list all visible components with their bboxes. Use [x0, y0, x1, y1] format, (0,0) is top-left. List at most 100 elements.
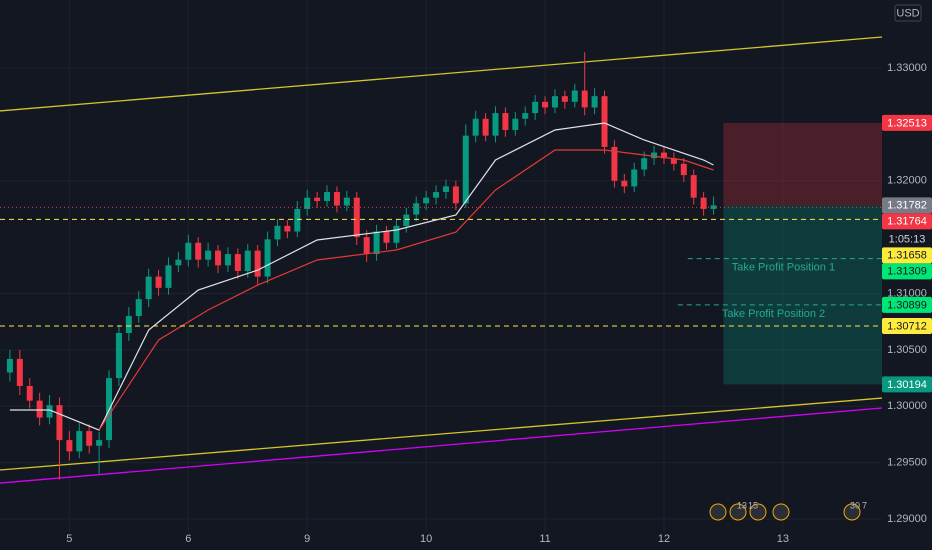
- candle-body: [165, 265, 172, 288]
- candle-body: [680, 163, 687, 176]
- candle-body: [561, 96, 568, 102]
- event-icon[interactable]: [843, 503, 861, 521]
- price-label-box: [882, 197, 932, 214]
- price-label: 1.30899: [887, 299, 927, 311]
- price-label-box: [882, 376, 932, 393]
- candle-body: [581, 90, 588, 108]
- moving-average: [98, 149, 714, 431]
- candle-body: [482, 118, 489, 136]
- candle-body: [571, 90, 578, 102]
- candle-body: [234, 254, 241, 271]
- candle-body: [621, 180, 628, 187]
- price-label-box: [882, 247, 932, 264]
- candle-body: [670, 158, 677, 164]
- price-label-box: [882, 317, 932, 334]
- candle-body: [125, 316, 132, 333]
- price-label: 1.31309: [887, 266, 927, 278]
- x-tick-label: 13: [777, 533, 789, 545]
- candle-body: [264, 239, 271, 277]
- event-icon[interactable]: [709, 503, 727, 521]
- event-icons: 13 15 30 7: [709, 500, 867, 521]
- candle-body: [66, 440, 73, 452]
- candle-body: [274, 225, 281, 240]
- candle-body: [76, 431, 83, 452]
- candle-body: [115, 332, 122, 379]
- candle-body: [393, 225, 400, 243]
- y-tick-label: 1.32000: [887, 175, 927, 187]
- grid: [0, 0, 882, 532]
- candle-body: [551, 96, 558, 108]
- trendline: [0, 397, 883, 471]
- price-label: 1.31764: [887, 216, 927, 228]
- candle-body: [512, 118, 519, 131]
- price-label: 1.30712: [887, 320, 927, 332]
- candle-body: [175, 259, 182, 266]
- candle-body: [641, 158, 648, 170]
- candle-body: [532, 101, 539, 114]
- y-tick-label: 1.31000: [887, 287, 927, 299]
- x-tick-label: 11: [539, 533, 550, 545]
- price-label: 1.32513: [887, 117, 927, 129]
- price-label-box: [882, 296, 932, 313]
- candle-body: [96, 440, 103, 446]
- candle-body: [46, 405, 53, 418]
- price-axis: 1.29000 1.29500 1.30000 1.30500 1.31000 1.320…: [66, 62, 932, 545]
- countdown-box: [882, 231, 932, 248]
- candle-body: [314, 197, 321, 202]
- price-label-box: [882, 114, 932, 131]
- candle-body: [324, 192, 331, 202]
- event-icon[interactable]: [772, 503, 790, 521]
- candle-body: [215, 250, 222, 266]
- candle-body: [333, 192, 340, 206]
- candle-body: [462, 135, 469, 204]
- candle-body: [433, 192, 440, 198]
- candle-body: [36, 400, 43, 418]
- candle-body: [403, 214, 410, 226]
- candle-body: [363, 237, 370, 255]
- currency: USD: [896, 7, 919, 19]
- price-label: 1.30194: [887, 379, 927, 391]
- candle-body: [542, 101, 549, 108]
- candle-body: [452, 186, 459, 204]
- y-tick-label: 1.30000: [887, 400, 927, 412]
- candle-body: [244, 250, 251, 271]
- price-label: 1.31782: [887, 200, 927, 212]
- event-count: 30: [850, 500, 860, 510]
- candle-body: [254, 250, 261, 277]
- x-tick-label: 12: [658, 533, 670, 545]
- candle-body: [284, 225, 291, 232]
- candle-body: [353, 197, 360, 238]
- event-icon[interactable]: [729, 503, 747, 521]
- event-icon[interactable]: [749, 503, 767, 521]
- price-label: 1.31658: [887, 250, 927, 262]
- candle-body: [56, 405, 63, 441]
- stop-zone: [723, 122, 882, 206]
- price-label-box: [882, 213, 932, 230]
- event-count: 13: [737, 500, 747, 510]
- candle-body: [591, 96, 598, 108]
- candle-body: [205, 250, 212, 260]
- candle-body: [413, 203, 420, 215]
- moving-average: [9, 122, 714, 431]
- x-tick-label: 6: [185, 533, 191, 545]
- candle-body: [373, 231, 380, 255]
- y-tick-label: 1.30500: [887, 344, 927, 356]
- candle-body: [442, 186, 449, 193]
- candle-body: [423, 197, 430, 204]
- target-zone: [723, 205, 882, 385]
- y-tick-label: 1.29500: [887, 457, 927, 469]
- candle-body: [383, 231, 390, 243]
- candle-body: [472, 118, 479, 136]
- currency-box[interactable]: [894, 4, 922, 22]
- candle-body: [145, 276, 152, 300]
- candle-body: [601, 96, 608, 147]
- candle-body: [6, 358, 13, 373]
- event-count: 7: [862, 500, 867, 510]
- event-count: 15: [748, 500, 758, 510]
- candle-body: [502, 113, 509, 131]
- x-tick-label: 9: [304, 533, 310, 545]
- price-label-box: [882, 263, 932, 280]
- candle-body: [185, 242, 192, 260]
- candle-body: [16, 358, 23, 386]
- candle-body: [690, 175, 697, 198]
